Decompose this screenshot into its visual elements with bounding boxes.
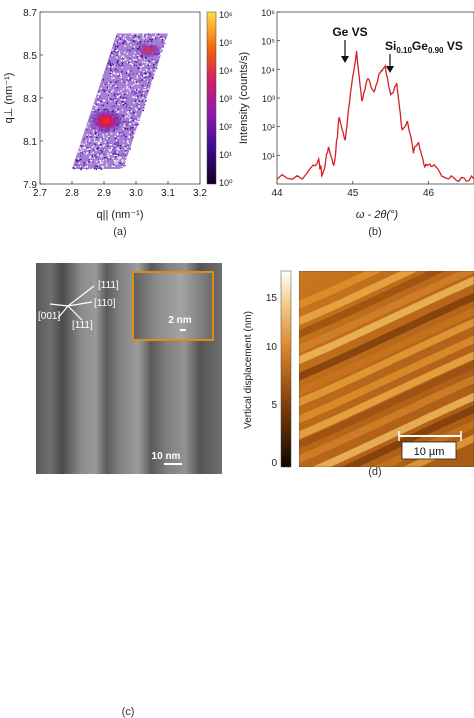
colorbar-a-tick: 10³ xyxy=(219,94,232,104)
afm-terrace xyxy=(299,271,418,326)
colorbar-d-tick-0: 0 xyxy=(271,458,277,469)
crystal-direction-arrows xyxy=(49,285,95,321)
colorbar-d xyxy=(280,270,292,468)
colorbar-a-tick: 10² xyxy=(219,122,232,132)
xlabel-a: q|| (nm⁻¹) xyxy=(97,209,144,221)
direction-110: [110] xyxy=(94,298,116,309)
caption-a: (a) xyxy=(113,226,127,238)
xrd-plot: 44 45 46 10⁶ 10⁵ 10⁴ 10³ 10² 10¹ Intensity (coun… xyxy=(238,8,474,221)
xtick-b: 46 xyxy=(423,188,435,199)
ytick-a: 8.7 xyxy=(23,8,37,19)
xtick-a: 2.9 xyxy=(97,188,111,199)
tem-inset xyxy=(132,271,214,341)
caption-c: (c) xyxy=(121,706,135,718)
afm-terrace xyxy=(312,392,474,467)
tem-image: 2 nm 10 nm [111] [110] [001] [111] xyxy=(36,263,222,474)
rsm-diffuse-region xyxy=(72,33,168,169)
xtick-a: 3.1 xyxy=(161,188,175,199)
panel-d: 15 10 5 0 Vertical displacement (nm) 10 … xyxy=(237,240,474,478)
afm-terrace xyxy=(299,318,474,407)
inset-scale-label: 2 nm xyxy=(168,315,191,326)
ytick-a: 8.3 xyxy=(23,94,37,105)
xlabel-b: ω - 2θ(°) xyxy=(356,209,398,221)
caption-d: (d) xyxy=(368,466,382,478)
colorbar-d-tick-15: 15 xyxy=(266,293,278,304)
colorbar-a-tick: 10⁰ xyxy=(219,178,233,188)
ytick-b: 10⁴ xyxy=(261,65,275,75)
ytick-b: 10⁵ xyxy=(261,37,275,47)
ytick-b: 10³ xyxy=(262,94,275,104)
xtick-b: 44 xyxy=(271,188,283,199)
direction-111-bar: [111] xyxy=(72,320,93,331)
colorbar-a-tick: 10⁶ xyxy=(219,10,233,20)
afm-terrace xyxy=(299,271,383,309)
ytick-b: 10² xyxy=(262,123,275,133)
annotation-sige-vs: Si0.10Ge0.90 VS xyxy=(385,39,463,55)
arrow-sige-head xyxy=(386,66,394,73)
ylabel-a: q⊥ (nm⁻¹) xyxy=(3,73,15,124)
scale-label-c: 10 nm xyxy=(152,451,181,462)
afm-terrace xyxy=(299,292,474,381)
scale-label-box-d xyxy=(401,441,457,460)
direction-111: [111] xyxy=(98,280,119,291)
xtick-a: 3.2 xyxy=(193,188,207,199)
rsm-plot: 2.7 2.8 2.9 3.0 3.1 3.2 8.7 8.5 8.3 8.1 7.9 10⁶ 10⁵ 1… xyxy=(3,8,233,221)
ylabel-b: Intensity (counts/s) xyxy=(238,52,250,144)
colorbar-a-tick: 10⁵ xyxy=(219,38,233,48)
ytick-b: 10⁶ xyxy=(261,8,275,18)
ytick-a: 8.5 xyxy=(23,51,37,62)
afm-terrace xyxy=(299,335,474,424)
afm-terrace xyxy=(299,271,446,339)
afm-terrace xyxy=(299,271,474,353)
panel-a: 2.7 2.8 2.9 3.0 3.1 3.2 8.7 8.5 8.3 8.1 7.9 10⁶ 10⁵ 1… xyxy=(0,0,237,240)
colorbar-d-tick-10: 10 xyxy=(266,342,278,353)
xrd-plot-frame xyxy=(276,11,474,185)
ge-peak xyxy=(88,108,124,134)
sige-peak xyxy=(134,42,162,58)
afm-terrace xyxy=(299,351,474,440)
colorbar-a-tick: 10¹ xyxy=(219,150,232,160)
colorbar-a-tick: 10⁴ xyxy=(219,66,233,76)
panel-b: 44 45 46 10⁶ 10⁵ 10⁴ 10³ 10² 10¹ Intensity (coun… xyxy=(237,0,474,240)
colorbar-d-tick-5: 5 xyxy=(271,400,277,411)
afm-terrace xyxy=(299,360,474,449)
xtick-b: 45 xyxy=(347,188,359,199)
direction-001: [001] xyxy=(38,311,60,322)
panel-c: 2 nm 10 nm [111] [110] [001] [111] (c) xyxy=(0,240,237,718)
colorbar-a xyxy=(206,11,217,185)
xtick-a: 3.0 xyxy=(129,188,143,199)
afm-terrace xyxy=(299,276,474,365)
ytick-a: 7.9 xyxy=(23,180,37,191)
afm-terrace xyxy=(299,375,474,464)
ylabel-d: Vertical displacement (nm) xyxy=(243,311,254,429)
xrd-series-line xyxy=(276,50,474,183)
caption-b: (b) xyxy=(368,226,382,238)
afm-image: 15 10 5 0 Vertical displacement (nm) 10 … xyxy=(243,270,474,469)
arrow-ge-head xyxy=(341,56,349,63)
annotation-ge-vs: Ge VS xyxy=(332,25,367,39)
afm-terrace xyxy=(299,307,474,396)
ytick-b: 10¹ xyxy=(262,151,275,161)
xtick-a: 2.7 xyxy=(33,188,47,199)
xtick-a: 2.8 xyxy=(65,188,79,199)
ytick-a: 8.1 xyxy=(23,137,37,148)
scale-label-d: 10 µm xyxy=(414,446,445,458)
